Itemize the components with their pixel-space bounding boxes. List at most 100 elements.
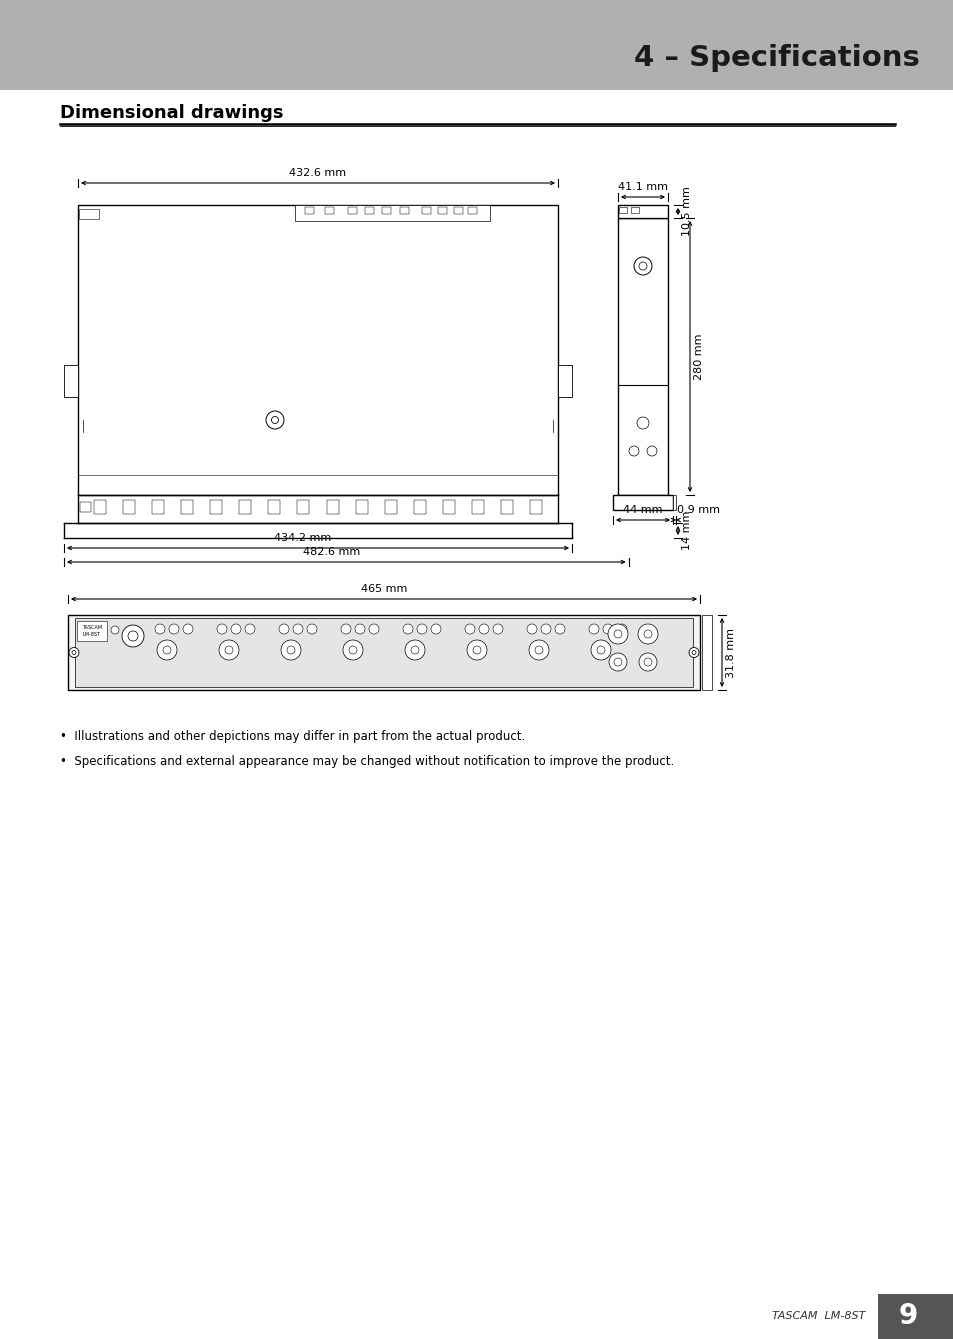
Circle shape xyxy=(588,624,598,633)
Circle shape xyxy=(614,657,621,665)
Circle shape xyxy=(183,624,193,633)
Circle shape xyxy=(343,640,363,660)
Bar xyxy=(152,499,164,514)
Circle shape xyxy=(122,625,144,647)
Bar xyxy=(442,499,455,514)
Circle shape xyxy=(628,446,639,457)
Circle shape xyxy=(405,640,424,660)
Bar xyxy=(326,499,338,514)
Circle shape xyxy=(245,624,254,633)
Text: •  Specifications and external appearance may be changed without notification to: • Specifications and external appearance… xyxy=(60,755,674,769)
Text: •  Illustrations and other depictions may differ in part from the actual product: • Illustrations and other depictions may… xyxy=(60,730,525,743)
Circle shape xyxy=(355,624,365,633)
Circle shape xyxy=(281,640,301,660)
Bar xyxy=(454,208,462,214)
Bar xyxy=(558,366,572,396)
Bar xyxy=(384,499,396,514)
Bar xyxy=(365,208,374,214)
Circle shape xyxy=(529,640,548,660)
Bar xyxy=(94,499,106,514)
Bar xyxy=(618,218,667,495)
Bar xyxy=(421,208,431,214)
Circle shape xyxy=(643,631,651,637)
Bar xyxy=(80,502,91,511)
Circle shape xyxy=(555,624,564,633)
Text: TASCAM: TASCAM xyxy=(82,625,102,631)
Bar xyxy=(294,205,490,221)
Bar xyxy=(68,615,700,690)
Circle shape xyxy=(416,624,427,633)
Text: 9: 9 xyxy=(898,1302,917,1330)
Text: 280 mm: 280 mm xyxy=(693,333,703,380)
Bar xyxy=(239,499,251,514)
Circle shape xyxy=(225,645,233,653)
Bar xyxy=(325,208,334,214)
Bar xyxy=(297,499,309,514)
Bar xyxy=(530,499,541,514)
Circle shape xyxy=(634,257,651,274)
Bar xyxy=(78,205,558,495)
Circle shape xyxy=(608,653,626,671)
Circle shape xyxy=(219,640,239,660)
Bar xyxy=(618,208,626,213)
Text: 432.6 mm: 432.6 mm xyxy=(289,167,346,178)
Circle shape xyxy=(163,645,171,653)
Bar xyxy=(64,366,78,396)
Text: 434.2 mm: 434.2 mm xyxy=(274,533,332,544)
Circle shape xyxy=(307,624,316,633)
Bar xyxy=(75,619,692,687)
Text: 482.6 mm: 482.6 mm xyxy=(302,548,359,557)
Text: TASCAM  LM-8ST: TASCAM LM-8ST xyxy=(771,1311,864,1322)
Circle shape xyxy=(411,645,418,653)
Bar xyxy=(79,209,99,220)
Circle shape xyxy=(272,416,278,423)
Bar xyxy=(437,208,447,214)
Circle shape xyxy=(128,631,138,641)
Circle shape xyxy=(691,651,696,655)
Circle shape xyxy=(349,645,356,653)
Text: 44 mm: 44 mm xyxy=(622,505,662,516)
Circle shape xyxy=(638,624,658,644)
Circle shape xyxy=(231,624,241,633)
Bar xyxy=(399,208,409,214)
Circle shape xyxy=(637,416,648,428)
Bar xyxy=(877,1293,953,1339)
Bar xyxy=(500,499,513,514)
Bar xyxy=(630,208,639,213)
Circle shape xyxy=(402,624,413,633)
Circle shape xyxy=(111,627,119,633)
Bar xyxy=(348,208,356,214)
Circle shape xyxy=(287,645,294,653)
Text: 31.8 mm: 31.8 mm xyxy=(725,628,735,678)
Bar xyxy=(181,499,193,514)
Circle shape xyxy=(293,624,303,633)
Circle shape xyxy=(535,645,542,653)
Circle shape xyxy=(614,631,621,637)
Text: 0.9 mm: 0.9 mm xyxy=(677,505,720,516)
Circle shape xyxy=(646,446,657,457)
Bar xyxy=(77,621,107,641)
Circle shape xyxy=(540,624,551,633)
Circle shape xyxy=(639,262,646,270)
Circle shape xyxy=(473,645,480,653)
Circle shape xyxy=(157,640,177,660)
Circle shape xyxy=(340,624,351,633)
Circle shape xyxy=(602,624,613,633)
Circle shape xyxy=(216,624,227,633)
Circle shape xyxy=(278,624,289,633)
Bar xyxy=(381,208,391,214)
Bar xyxy=(468,208,476,214)
Circle shape xyxy=(493,624,502,633)
Circle shape xyxy=(688,648,699,657)
Bar xyxy=(268,499,280,514)
Bar xyxy=(472,499,483,514)
Bar xyxy=(414,499,425,514)
Circle shape xyxy=(526,624,537,633)
Circle shape xyxy=(597,645,604,653)
Circle shape xyxy=(607,624,627,644)
Bar xyxy=(305,208,314,214)
Text: 465 mm: 465 mm xyxy=(360,584,407,595)
Circle shape xyxy=(467,640,486,660)
Bar xyxy=(672,495,676,510)
Text: 14 mm: 14 mm xyxy=(681,510,691,550)
